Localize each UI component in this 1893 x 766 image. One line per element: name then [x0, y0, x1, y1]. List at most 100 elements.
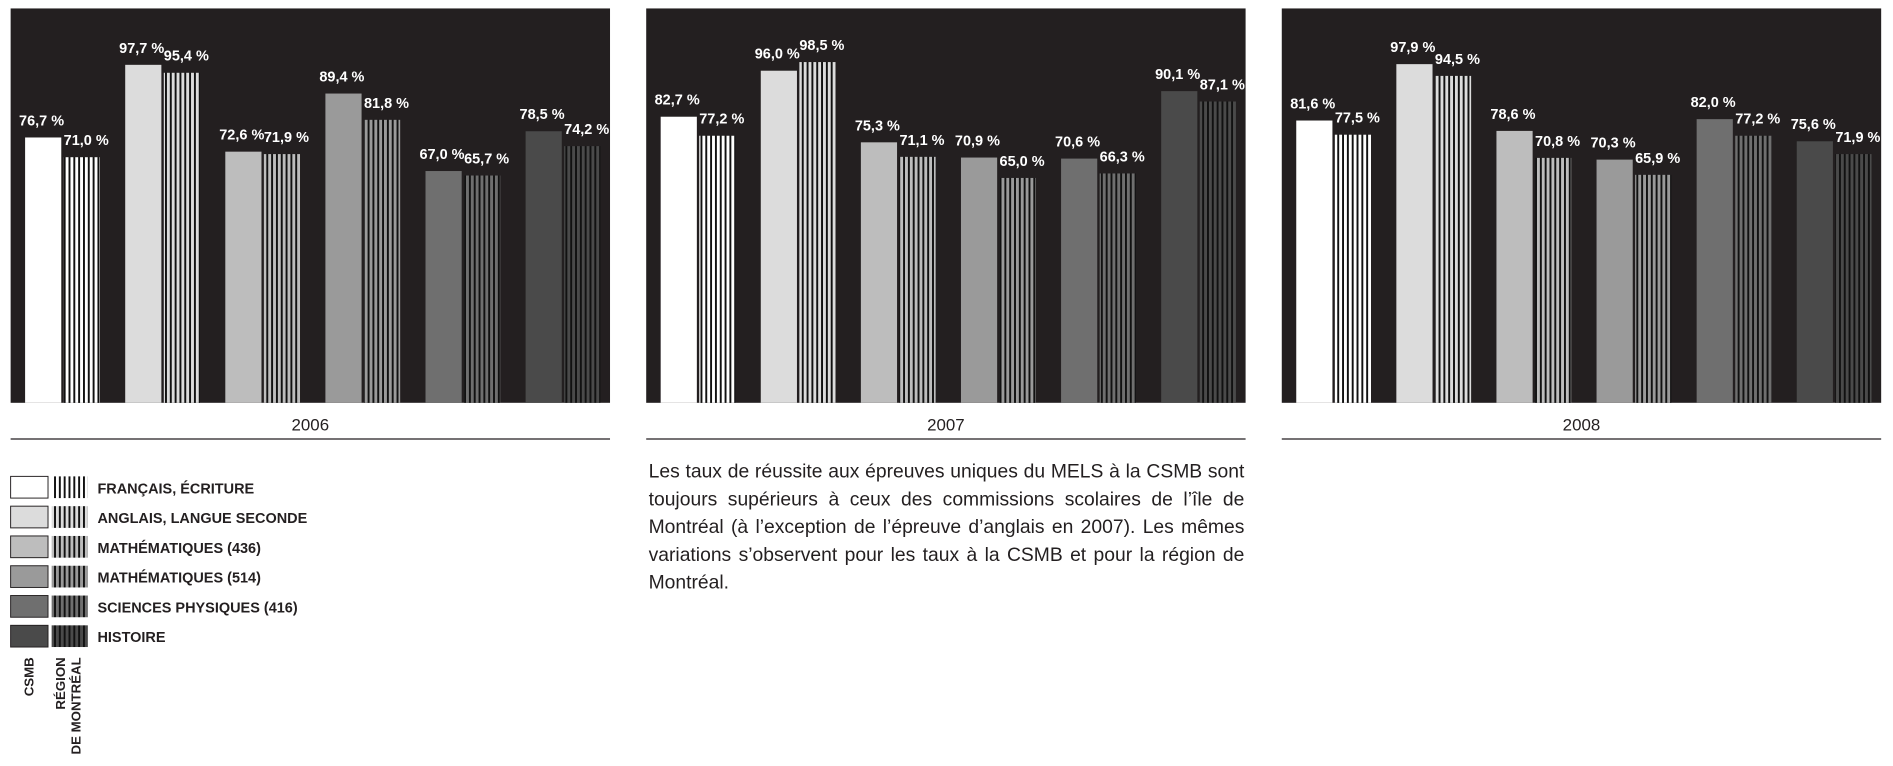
- value-label: 87,1 %: [1200, 77, 1245, 93]
- value-label: 78,6 %: [1490, 107, 1535, 123]
- bar: [425, 171, 462, 403]
- value-label: 71,9 %: [264, 130, 309, 146]
- bar: [464, 175, 501, 403]
- bar: [1835, 154, 1872, 403]
- value-label: 75,3 %: [855, 118, 900, 134]
- bar: [1535, 157, 1572, 403]
- series-label: RÉGION: [53, 657, 68, 709]
- legend-swatch: [51, 595, 88, 618]
- bar: [25, 137, 62, 403]
- bar: [1496, 130, 1533, 403]
- value-label: 98,5 %: [799, 38, 844, 54]
- bar: [63, 157, 100, 403]
- bar: [860, 142, 898, 403]
- value-label: 67,0 %: [419, 147, 464, 163]
- bar: [263, 154, 301, 403]
- value-label: 66,3 %: [1100, 149, 1145, 165]
- value-label: 72,6 %: [219, 128, 264, 144]
- value-label: 97,9 %: [1390, 40, 1435, 56]
- bar: [1796, 141, 1833, 403]
- value-label: 65,0 %: [1000, 154, 1045, 170]
- value-label: 82,7 %: [655, 93, 700, 109]
- bar: [899, 156, 936, 403]
- legend-swatch: [10, 565, 49, 588]
- paragraph-box: Les taux de réussite aux épreuves unique…: [648, 461, 1245, 594]
- bar: [660, 116, 697, 403]
- legend-label: FRANÇAIS, ÉCRITURE: [97, 480, 254, 497]
- value-label: 70,8 %: [1535, 134, 1580, 150]
- value-label: 94,5 %: [1435, 52, 1480, 68]
- legend-swatch: [51, 506, 88, 528]
- legend-swatch: [10, 535, 49, 559]
- value-label: 76,7 %: [19, 113, 64, 129]
- chart-title: 2007: [927, 416, 965, 435]
- value-label: 77,5 %: [1335, 111, 1380, 127]
- bar: [1061, 158, 1098, 403]
- value-label: 75,6 %: [1791, 117, 1836, 133]
- bar: [1434, 75, 1472, 403]
- chart-title: 2008: [1563, 416, 1601, 435]
- bar: [1296, 120, 1333, 403]
- legend-swatch: [10, 595, 49, 618]
- bar: [1099, 173, 1136, 403]
- value-label: 70,3 %: [1591, 136, 1636, 152]
- bar: [699, 135, 736, 403]
- bar: [1396, 64, 1433, 403]
- plot-background: [1281, 8, 1882, 403]
- bar: [1735, 135, 1772, 403]
- value-label: 70,6 %: [1055, 135, 1100, 151]
- bar: [999, 177, 1036, 403]
- value-label: 71,0 %: [64, 133, 109, 149]
- value-label: 77,2 %: [1735, 112, 1780, 128]
- legend-label: ANGLAIS, LANGUE SECONDE: [97, 511, 307, 527]
- value-label: 74,2 %: [564, 122, 609, 138]
- value-label: 90,1 %: [1155, 67, 1200, 83]
- value-label: 77,2 %: [699, 112, 744, 128]
- bar: [363, 119, 401, 403]
- plot-background: [646, 8, 1246, 403]
- legend-swatch: [10, 624, 49, 648]
- bar: [1696, 119, 1733, 403]
- value-label: 65,7 %: [464, 151, 509, 167]
- legend-swatch: [51, 535, 88, 558]
- bar: [1635, 174, 1672, 403]
- bar: [1199, 101, 1236, 403]
- bar: [325, 93, 362, 403]
- bar: [525, 131, 562, 403]
- legend-swatch: [10, 475, 49, 499]
- value-label: 82,0 %: [1691, 95, 1736, 111]
- bar: [760, 70, 797, 403]
- bar: [564, 146, 601, 403]
- value-label: 65,9 %: [1635, 151, 1680, 167]
- bar: [163, 72, 200, 403]
- legend-swatch: [51, 565, 88, 588]
- bar: [1161, 91, 1198, 403]
- legend-label: MATHÉMATIQUES (436): [97, 540, 261, 557]
- legend-label: HISTOIRE: [97, 630, 165, 646]
- value-label: 95,4 %: [164, 49, 209, 65]
- bar: [1334, 134, 1372, 403]
- legend-swatch: [51, 476, 88, 499]
- paragraph: Les taux de réussite aux épreuves unique…: [648, 461, 1245, 594]
- plot-background: [10, 8, 611, 403]
- value-label: 81,6 %: [1290, 96, 1335, 112]
- value-label: 78,5 %: [520, 107, 565, 123]
- bar: [125, 64, 162, 403]
- legend-swatch: [51, 625, 88, 648]
- value-label: 97,7 %: [119, 41, 164, 57]
- value-label: 96,0 %: [755, 47, 800, 63]
- value-label: 71,9 %: [1835, 130, 1880, 146]
- chart-title: 2006: [292, 416, 330, 435]
- series-label: DE MONTRÉAL: [69, 657, 84, 754]
- value-label: 71,1 %: [899, 133, 944, 149]
- value-label: 70,9 %: [955, 133, 1000, 149]
- legend-swatch: [10, 505, 49, 529]
- legend-label: MATHÉMATIQUES (514): [97, 570, 261, 587]
- legend-label: SCIENCES PHYSIQUES (416): [97, 600, 297, 616]
- series-label: CSMB: [22, 657, 37, 696]
- value-label: 81,8 %: [364, 96, 409, 112]
- bar: [225, 151, 262, 403]
- bar: [960, 157, 998, 403]
- bar: [1596, 159, 1633, 403]
